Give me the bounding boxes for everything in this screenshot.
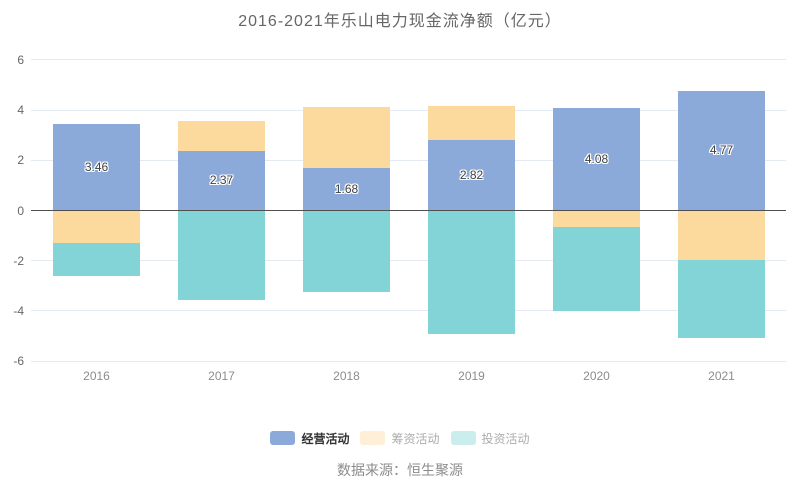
gridline-y6	[31, 59, 786, 61]
bar-segment-2019-operating-cash-flow[interactable]	[428, 139, 515, 211]
legend: 经营活动 筹资活动 投资活动	[0, 430, 800, 446]
bar-segment-2020-investing-cash-flow[interactable]	[553, 227, 640, 312]
bar-segment-2021-operating-cash-flow[interactable]	[678, 90, 765, 211]
bar-segment-2016-investing-cash-flow[interactable]	[53, 242, 140, 277]
y-axis-tick-label: 0	[17, 203, 24, 218]
bar-segment-2020-operating-cash-flow[interactable]	[553, 108, 640, 211]
bar-value-label-2021: 4.77	[709, 143, 734, 158]
bar-segment-2016-financing-cash-flow[interactable]	[53, 210, 140, 243]
zero-axis-line	[31, 209, 786, 212]
bar-segment-2018-financing-cash-flow[interactable]	[303, 106, 390, 169]
gridline-y-2	[31, 260, 786, 262]
y-axis-tick-label: -4	[13, 303, 24, 318]
y-axis-tick-label: 4	[17, 103, 24, 118]
x-axis-label-2017: 2017	[208, 369, 235, 383]
bar-segment-2020-financing-cash-flow[interactable]	[553, 210, 640, 228]
x-axis-label-2020: 2020	[583, 369, 610, 383]
y-axis-tick-label: -6	[13, 354, 24, 369]
bar-value-label-2018: 1.68	[334, 181, 359, 196]
x-axis-label-2018: 2018	[333, 369, 360, 383]
bar-segment-2018-investing-cash-flow[interactable]	[303, 210, 390, 293]
bar-value-label-2020: 4.08	[584, 151, 609, 166]
bar-segment-2019-investing-cash-flow[interactable]	[428, 210, 515, 334]
legend-swatch-financing-cash-flow	[360, 431, 386, 445]
bar-segment-2021-financing-cash-flow[interactable]	[678, 210, 765, 261]
bar-segment-2016-operating-cash-flow[interactable]	[53, 123, 140, 211]
gridline-y2	[31, 159, 786, 161]
y-axis-tick-label: -2	[13, 253, 24, 268]
legend-item-operating-cash-flow[interactable]: 经营活动	[270, 430, 349, 447]
bar-value-label-2016: 3.46	[84, 159, 109, 174]
legend-label-financing-cash-flow: 筹资活动	[391, 431, 440, 446]
gridline-y-4	[31, 310, 786, 312]
bar-value-label-2017: 2.37	[209, 173, 234, 188]
y-axis-tick-label: 2	[17, 153, 24, 168]
x-axis-label-2019: 2019	[458, 369, 485, 383]
legend-item-investing-cash-flow[interactable]: 投资活动	[450, 430, 530, 447]
bar-segment-2017-financing-cash-flow[interactable]	[178, 120, 265, 151]
gridline-y-6	[31, 360, 786, 362]
legend-label-investing-cash-flow: 投资活动	[481, 431, 530, 446]
gridline-y4	[31, 109, 786, 111]
chart-title: 2016-2021年乐山电力现金流净额（亿元）	[238, 13, 562, 30]
bar-segment-2018-operating-cash-flow[interactable]	[303, 168, 390, 211]
legend-swatch-operating-cash-flow	[270, 431, 296, 445]
x-axis-label-2016: 2016	[83, 369, 110, 383]
legend-item-financing-cash-flow[interactable]: 筹资活动	[360, 430, 440, 447]
legend-swatch-investing-cash-flow	[450, 431, 476, 445]
legend-label-operating-cash-flow: 经营活动	[301, 431, 350, 446]
y-axis-tick-label: 6	[17, 52, 24, 67]
bar-segment-2021-investing-cash-flow[interactable]	[678, 260, 765, 339]
bar-value-label-2019: 2.82	[459, 167, 484, 182]
bar-segment-2017-investing-cash-flow[interactable]	[178, 210, 265, 300]
bar-segment-2017-operating-cash-flow[interactable]	[178, 151, 265, 211]
x-axis-label-2021: 2021	[708, 369, 735, 383]
data-source-caption: 数据来源：恒生聚源	[337, 462, 463, 478]
bar-segment-2019-financing-cash-flow[interactable]	[428, 105, 515, 140]
